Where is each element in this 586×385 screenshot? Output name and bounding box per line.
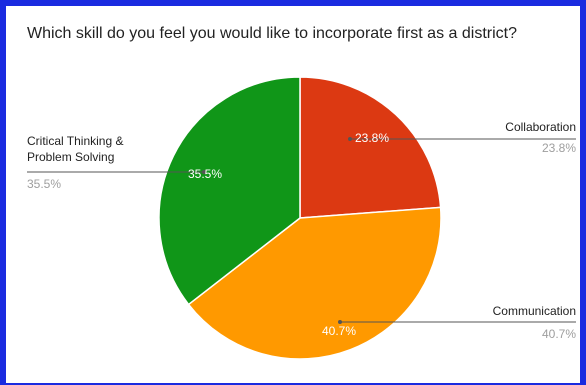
- slice-value-label: 23.8%: [355, 131, 389, 145]
- slice-category-label: Communication: [493, 304, 576, 318]
- leader-dot: [348, 137, 352, 141]
- slice-value-label: 40.7%: [322, 324, 356, 338]
- pie-slice-collaboration[interactable]: [299, 76, 442, 219]
- leader-lines: [27, 137, 576, 324]
- slice-value-label: 35.5%: [188, 167, 222, 181]
- slice-legend-value: 23.8%: [542, 141, 576, 155]
- leader-dot: [338, 320, 342, 324]
- pie-slice-communication[interactable]: [187, 206, 442, 360]
- pie-labels: 23.8% Collaboration 23.8% 40.7% Communicatio…: [27, 120, 576, 341]
- pie-slice-critical-thinking-problem-solving[interactable]: [158, 76, 301, 306]
- slice-legend-value: 35.5%: [27, 177, 61, 191]
- slice-category-label: Collaboration: [505, 120, 576, 134]
- leader-dot: [202, 170, 206, 174]
- slice-legend-value: 40.7%: [542, 327, 576, 341]
- pie-slices: [158, 76, 442, 360]
- chart-title: Which skill do you feel you would like t…: [27, 25, 517, 42]
- slice-category-label: Critical Thinking &: [27, 134, 123, 148]
- slice-category-label: Problem Solving: [27, 150, 114, 164]
